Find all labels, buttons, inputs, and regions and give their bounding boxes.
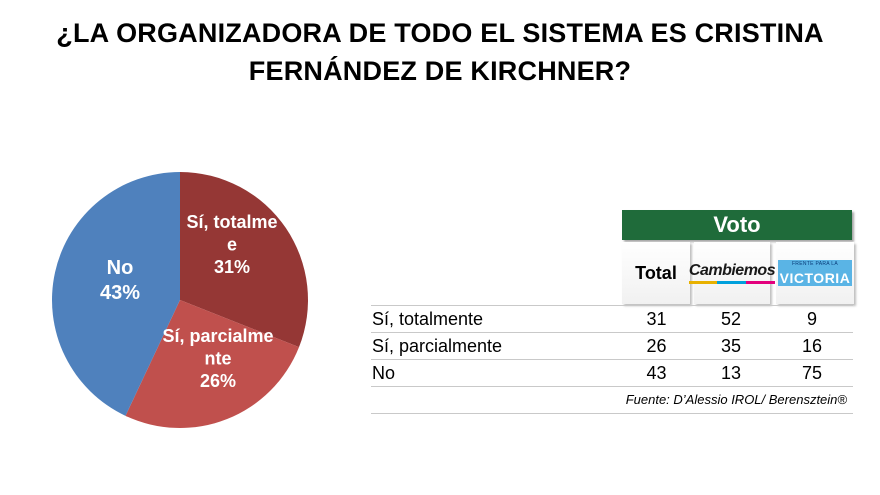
column-header-cambiemos: Cambiemos — [688, 242, 776, 304]
fpv-logo-top-text: FRENTE PARA LA — [791, 261, 839, 267]
table-row: Sí, parcialmente 26 35 16 — [371, 333, 853, 360]
row-label: Sí, parcialmente — [372, 335, 503, 356]
pie-slice-3 — [51, 172, 181, 416]
pie-slice-label-1: Sí, totalme e 31% — [186, 212, 277, 277]
row-label: Sí, totalmente — [372, 308, 484, 329]
fpv-logo-main-text: VICTORIA — [779, 270, 851, 286]
cell-total: 26 — [646, 335, 667, 356]
source-note: Fuente: D’Alessio IROL/ Berensztein® — [371, 387, 853, 414]
vote-table: Sí, totalmente 31 52 9 Sí, parcialmente … — [371, 305, 853, 414]
pie-slice-label-2: Sí, parcialme nte 26% — [162, 326, 273, 391]
voto-group-header: Voto — [622, 210, 852, 240]
row-label: No — [372, 362, 396, 383]
pie-slice-1 — [180, 172, 308, 348]
cell-total: 31 — [646, 308, 667, 329]
table-row: Sí, totalmente 31 52 9 — [371, 305, 853, 333]
chart-title-line-1: ¿LA ORGANIZADORA DE TODO EL SISTEMA ES C… — [56, 18, 824, 48]
cell-fpv: 75 — [801, 362, 823, 383]
cell-cambiemos: 35 — [720, 335, 742, 356]
pie-slice-label-3: No 43% — [100, 257, 140, 304]
cell-fpv: 9 — [806, 308, 817, 329]
cell-cambiemos: 13 — [720, 362, 742, 383]
chart-title-line-2: FERNÁNDEZ DE KIRCHNER? — [248, 56, 632, 86]
cell-total: 43 — [646, 362, 667, 383]
column-header-fpv: FRENTE PARA LA VICTORIA — [776, 242, 854, 304]
table-row: No 43 13 75 — [371, 360, 853, 387]
cambiemos-logo: Cambiemos — [688, 262, 776, 284]
fpv-logo: FRENTE PARA LA VICTORIA — [778, 260, 852, 286]
column-header-total: Total — [622, 242, 690, 304]
chart-title: ¿LA ORGANIZADORA DE TODO EL SISTEMA ES C… — [20, 14, 860, 90]
cell-cambiemos: 52 — [720, 308, 742, 329]
pie-slice-2 — [125, 300, 300, 428]
cell-fpv: 16 — [801, 335, 823, 356]
